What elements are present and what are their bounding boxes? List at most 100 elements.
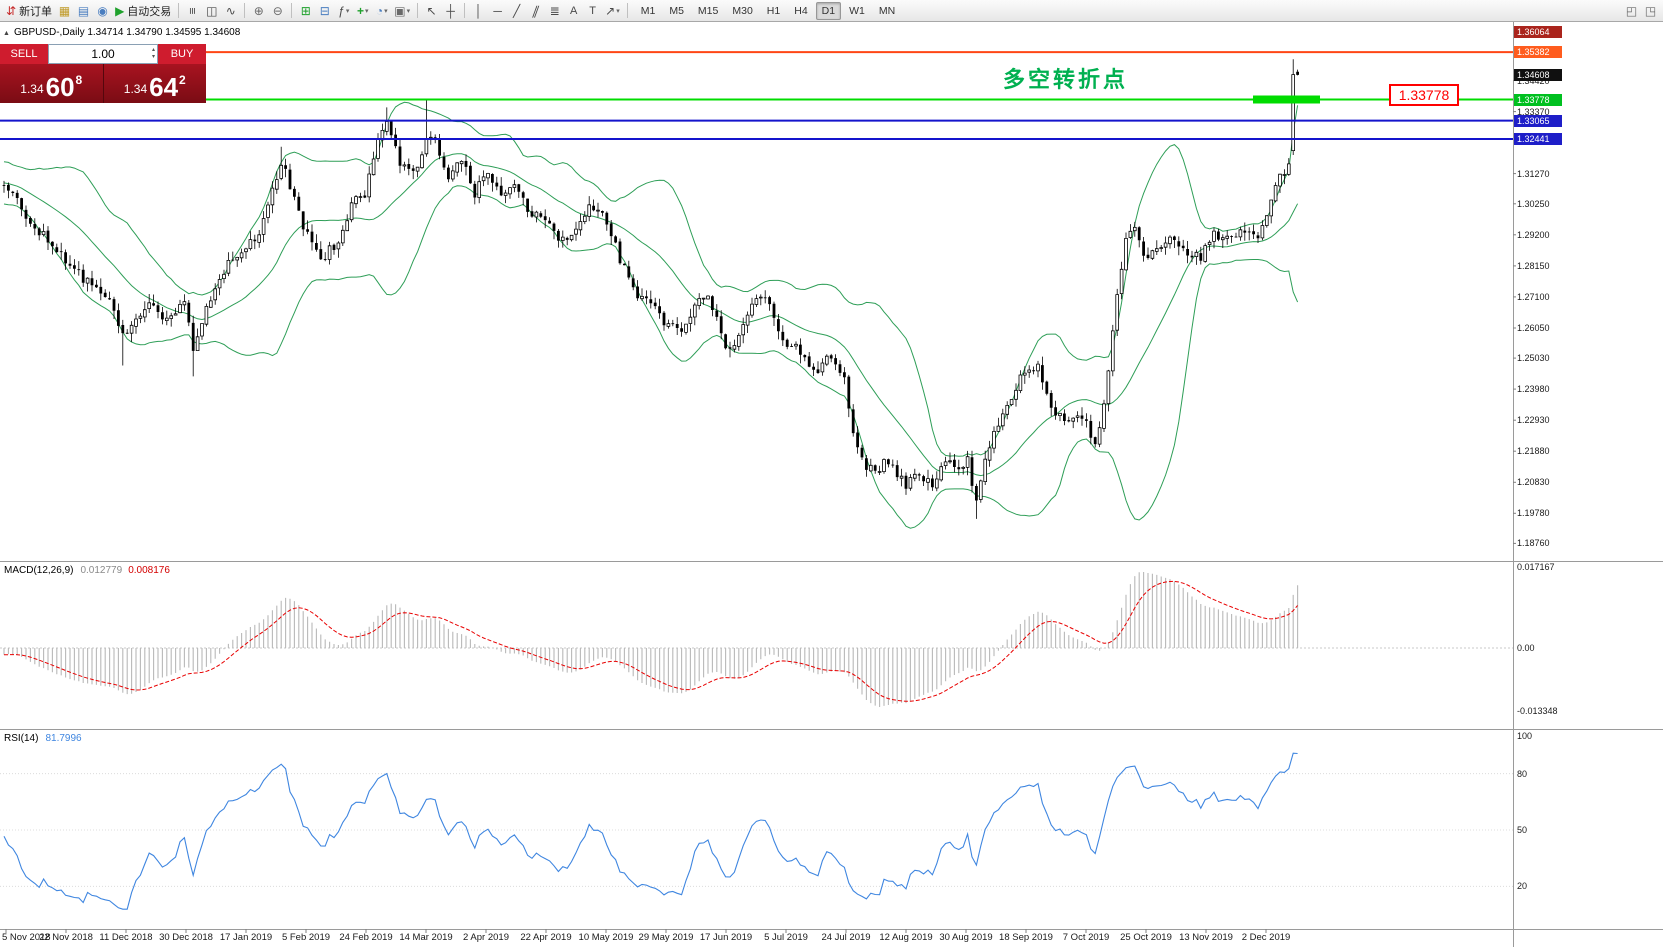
macd-signal-value: 0.008176 — [128, 565, 170, 576]
horizontal-line-tool-button[interactable]: ─ — [488, 2, 507, 20]
spin-up-icon: ▴ — [151, 47, 155, 53]
add-indicator-icon: + — [357, 3, 365, 18]
macd-name: MACD(12,26,9) — [4, 565, 74, 576]
arrange-windows-button[interactable]: ⊟ — [315, 2, 334, 20]
channel-icon: ∥ — [530, 3, 542, 18]
toolbar-separator — [626, 3, 628, 18]
vertical-line-tool-button[interactable]: │ — [469, 2, 488, 20]
quantity-field[interactable]: 1.00 ▴ ▾ — [48, 44, 158, 64]
periods-button[interactable]: ◔ ▾ — [372, 2, 391, 20]
buy-price-display[interactable]: 1.34 64 2 — [104, 64, 207, 103]
zoom-in-icon: ⊕ — [253, 3, 264, 18]
buy-button[interactable]: BUY — [158, 44, 206, 64]
new-order-label: 新订单 — [19, 5, 53, 18]
quantity-spinner[interactable]: ▴ ▾ — [152, 47, 155, 61]
fibonacci-icon: ≣ — [549, 3, 560, 18]
toolbar-separator — [244, 3, 246, 18]
auto-trading-label: 自动交易 — [127, 5, 172, 18]
dropdown-arrow-icon: ▾ — [384, 7, 388, 15]
tile-windows-icon: ⊞ — [300, 3, 311, 18]
main-toolbar: ⇵ 新订单 ▦ ▤ ◉ ▶ 自动交易 ≡ ◫ ∿ ⊕ ⊖ ⊞ ⊟ ƒ ▾ + ▾ ◔ ▾ … — [0, 0, 1663, 22]
timeframe-button-m15[interactable]: M15 — [697, 4, 719, 17]
zoom-out-icon: ⊖ — [272, 3, 283, 18]
toolbar-separator — [291, 3, 293, 18]
text-tool-button[interactable]: A — [564, 2, 583, 20]
sell-price-display[interactable]: 1.34 60 8 — [0, 64, 104, 103]
symbol-info: GBPUSD-,Daily 1.34714 1.34790 1.34595 1.… — [14, 27, 241, 38]
bar-chart-button[interactable]: ≡ — [183, 2, 202, 20]
timeframe-button-d1[interactable]: D1 — [815, 1, 842, 20]
arrange-windows-icon: ⊟ — [319, 3, 330, 18]
account-icon: ▤ — [77, 3, 90, 18]
dropdown-arrow-icon: ▾ — [365, 7, 369, 15]
toolbar-separator — [464, 3, 466, 18]
rsi-value: 81.7996 — [45, 733, 82, 744]
chart-annotation-text[interactable]: 多空转折点 — [1003, 67, 1129, 92]
bar-chart-icon: ≡ — [185, 6, 200, 15]
vertical-line-icon: │ — [474, 3, 483, 18]
line-chart-button[interactable]: ∿ — [221, 2, 240, 20]
one-click-collapse-arrow[interactable]: ▲ — [3, 30, 10, 37]
one-click-trading-panel: SELL 1.00 ▴ ▾ BUY 1.34 60 8 1.34 64 2 — [0, 44, 206, 103]
crosshair-icon: ┼ — [446, 3, 455, 18]
arrows-tool-button[interactable]: ↗ ▾ — [602, 2, 623, 20]
timeframe-toolbar: M1 M5 M15 M30 H1 H4 D1 W1 MN — [634, 1, 902, 20]
sell-price-big: 60 — [45, 72, 75, 102]
arrows-tool-icon: ↗ — [605, 3, 616, 18]
candle-chart-icon: ◫ — [206, 3, 218, 18]
tile-windows-button[interactable]: ⊞ — [296, 2, 315, 20]
timeframe-button-h4[interactable]: H4 — [794, 4, 808, 17]
channel-tool-button[interactable]: ∥ — [526, 2, 545, 20]
help-button[interactable]: ◉ — [93, 2, 112, 20]
quantity-value: 1.00 — [91, 47, 115, 61]
dock-window-button[interactable]: ◰ — [1622, 2, 1641, 20]
label-tool-button[interactable]: T — [583, 2, 602, 20]
timeframe-button-m30[interactable]: M30 — [732, 4, 753, 17]
spin-down-icon: ▾ — [151, 54, 155, 60]
horizontal-line-icon: ─ — [493, 3, 502, 18]
auto-trading-button[interactable]: ▶ 自动交易 — [112, 2, 174, 20]
zoom-out-button[interactable]: ⊖ — [268, 2, 287, 20]
toolbar-separator — [417, 3, 419, 18]
float-window-icon: ◳ — [1644, 3, 1657, 18]
buy-price-sup: 2 — [179, 73, 186, 87]
macd-header: MACD(12,26,9) 0.012779 0.008176 — [4, 565, 170, 576]
buy-price-small: 1.34 — [123, 82, 148, 96]
timeframe-button-m5[interactable]: M5 — [669, 4, 684, 17]
dropdown-arrow-icon: ▾ — [345, 7, 350, 15]
sell-button[interactable]: SELL — [0, 44, 48, 64]
account-button[interactable]: ▤ — [74, 2, 93, 20]
timeframe-button-mn[interactable]: MN — [878, 4, 896, 17]
crosshair-tool-button[interactable]: ┼ — [441, 2, 460, 20]
sell-price-sup: 8 — [75, 73, 83, 87]
cursor-tool-button[interactable]: ↖ — [422, 2, 441, 20]
profiles-button[interactable]: ▦ — [55, 2, 74, 20]
indicators-list-button[interactable]: ƒ ▾ — [334, 2, 353, 20]
fibonacci-tool-button[interactable]: ≣ — [545, 2, 564, 20]
new-order-button[interactable]: ⇵ 新订单 — [3, 2, 55, 20]
trendline-icon: ╱ — [513, 3, 521, 18]
text-tool-icon: A — [569, 4, 578, 17]
templates-icon: ▣ — [394, 3, 406, 18]
templates-button[interactable]: ▣ ▾ — [391, 2, 413, 20]
rsi-name: RSI(14) — [4, 733, 39, 744]
profiles-icon: ▦ — [58, 3, 71, 18]
auto-trading-icon: ▶ — [115, 3, 125, 18]
buy-price-big: 64 — [149, 72, 179, 102]
timeframe-button-m1[interactable]: M1 — [640, 4, 656, 17]
indicators-icon: ƒ — [338, 3, 345, 18]
price-level-label-box[interactable]: 1.33778 — [1389, 84, 1459, 106]
timeframe-button-h1[interactable]: H1 — [766, 4, 781, 17]
cursor-icon: ↖ — [426, 3, 437, 18]
zoom-in-button[interactable]: ⊕ — [249, 2, 268, 20]
add-indicator-button[interactable]: + ▾ — [353, 2, 372, 20]
dropdown-arrow-icon: ▾ — [406, 7, 411, 15]
dock-window-icon: ◰ — [1625, 3, 1638, 18]
float-window-button[interactable]: ◳ — [1641, 2, 1660, 20]
timeframe-button-w1[interactable]: W1 — [849, 4, 865, 17]
trendline-tool-button[interactable]: ╱ — [507, 2, 526, 20]
candle-chart-button[interactable]: ◫ — [202, 2, 221, 20]
toolbar-separator — [178, 3, 180, 18]
